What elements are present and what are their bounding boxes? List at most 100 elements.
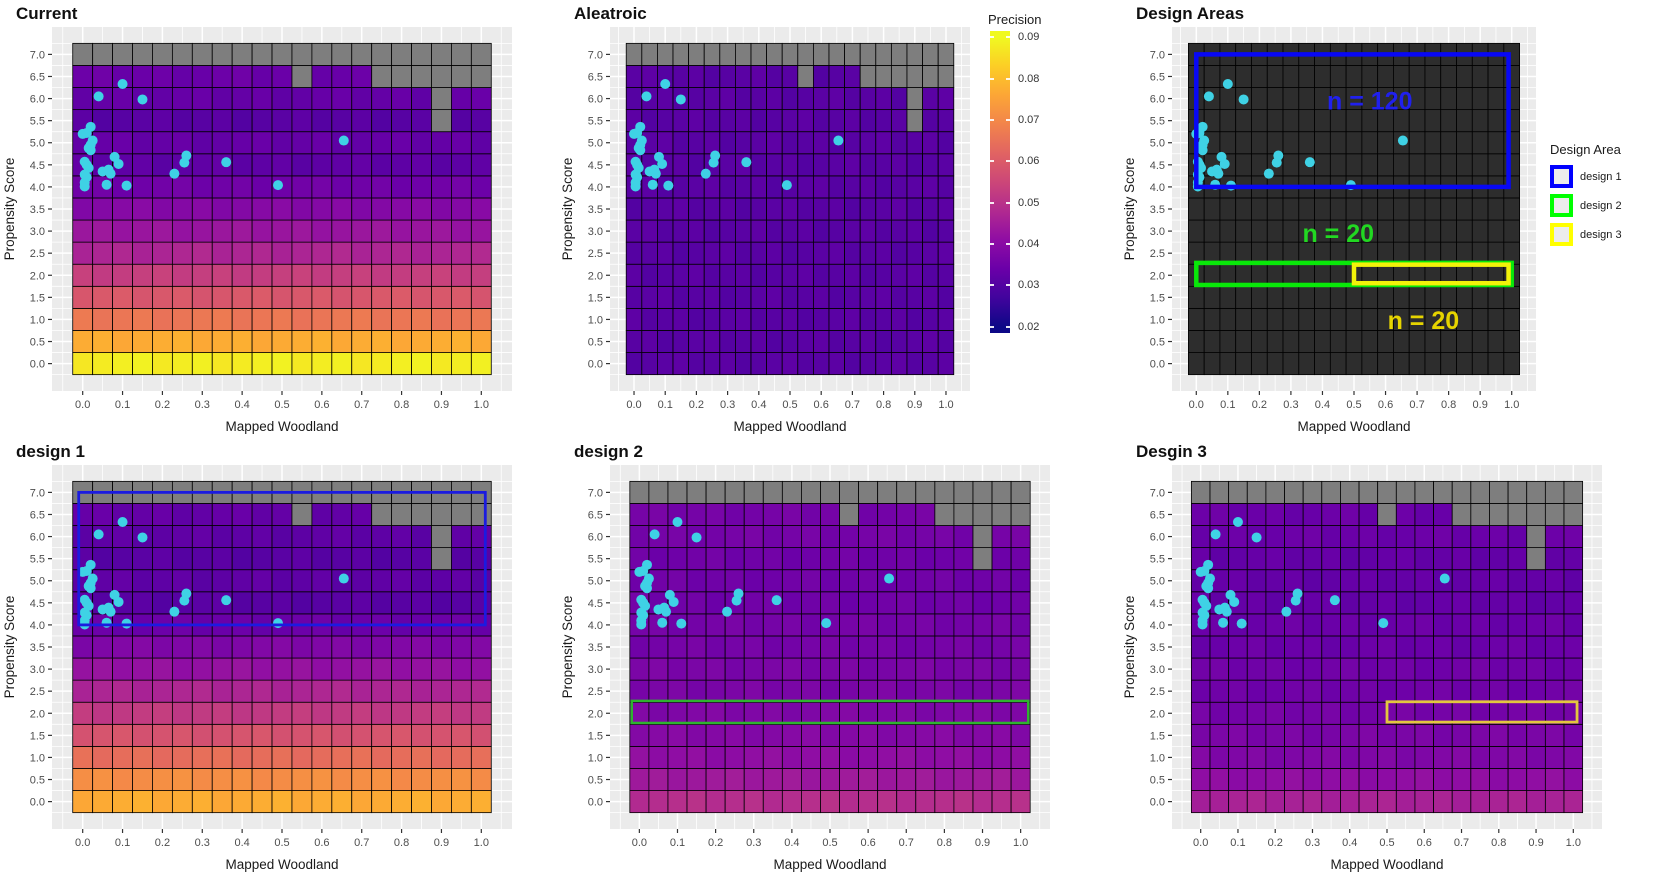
svg-text:0.4: 0.4 [234,399,249,411]
svg-text:6.5: 6.5 [30,509,45,521]
svg-text:7.0: 7.0 [588,49,603,61]
panel-design-2: design 2 0.0 0.1 0.2 0.3 0.4 0.5 0.6 0.7 0.8 0.9 1… [560,440,1060,877]
svg-text:2.0: 2.0 [30,708,45,720]
svg-text:2.5: 2.5 [588,686,603,698]
x-axis-title: Mapped Woodland [225,857,338,872]
panel-title-aleatroic: Aleatroic [574,4,647,23]
svg-text:0.7: 0.7 [354,837,369,849]
svg-text:0.5: 0.5 [274,837,289,849]
svg-text:1.0: 1.0 [1566,837,1581,849]
svg-text:0.0: 0.0 [588,359,603,371]
y-axis-title: Propensity Score [1122,596,1137,699]
svg-text:0.0: 0.0 [30,797,45,809]
svg-text:6.5: 6.5 [30,71,45,83]
svg-text:0.7: 0.7 [354,399,369,411]
svg-text:0.4: 0.4 [784,837,799,849]
svg-text:6.0: 6.0 [588,532,603,544]
svg-text:1.0: 1.0 [30,314,45,326]
design-3-key-swatch [1550,223,1573,246]
colorbar-tick-label: 0.06 [1018,155,1040,168]
svg-text:5.5: 5.5 [30,554,45,566]
svg-text:0.8: 0.8 [1441,399,1456,411]
svg-text:5.0: 5.0 [588,138,603,150]
svg-text:4.5: 4.5 [30,598,45,610]
svg-text:0.5: 0.5 [1346,399,1361,411]
svg-text:3.5: 3.5 [1150,642,1165,654]
design-area-rect [1351,262,1511,286]
svg-text:1.0: 1.0 [588,752,603,764]
svg-text:1.5: 1.5 [1150,730,1165,742]
svg-text:4.0: 4.0 [1150,182,1165,194]
svg-text:0.0: 0.0 [1150,797,1165,809]
svg-text:0.0: 0.0 [1189,399,1204,411]
svg-text:1.0: 1.0 [1013,837,1028,849]
svg-text:5.5: 5.5 [1150,116,1165,128]
svg-text:0.6: 0.6 [814,399,829,411]
svg-text:0.3: 0.3 [1305,837,1320,849]
colorbar-tick-label: 0.02 [1018,320,1040,333]
svg-text:1.0: 1.0 [1150,314,1165,326]
cell-design-areas: Design Areas n = 120 n = 20 n = 20 0.0 0.1 0.… [1122,2,1675,440]
svg-text:4.5: 4.5 [1150,160,1165,172]
cell-aleatroic: Aleatroic 0.0 0.1 0.2 0.3 0.4 0.5 0.6 0.7 0.8 0.9… [560,2,1122,440]
svg-text:0.3: 0.3 [746,837,761,849]
svg-text:4.5: 4.5 [588,598,603,610]
svg-text:0.5: 0.5 [274,399,289,411]
svg-text:0.7: 0.7 [1454,837,1469,849]
svg-text:2.5: 2.5 [30,686,45,698]
y-axis-title: Propensity Score [1122,158,1137,261]
svg-text:5.0: 5.0 [588,576,603,588]
svg-text:1.0: 1.0 [1150,752,1165,764]
svg-text:3.5: 3.5 [588,642,603,654]
svg-text:0.7: 0.7 [845,399,860,411]
svg-text:0.3: 0.3 [195,399,210,411]
colorbar-tick-label: 0.04 [1018,238,1040,251]
panel-aleatroic: Aleatroic 0.0 0.1 0.2 0.3 0.4 0.5 0.6 0.7 0.8 0.9… [560,2,980,439]
colorbar-title: Precision [988,12,1042,27]
svg-text:6.5: 6.5 [588,509,603,521]
svg-text:1.0: 1.0 [30,752,45,764]
svg-text:0.3: 0.3 [195,837,210,849]
svg-text:5.0: 5.0 [1150,576,1165,588]
colorbar-tick-label: 0.05 [1018,196,1040,209]
svg-text:0.0: 0.0 [1150,359,1165,371]
svg-text:0.5: 0.5 [588,775,603,787]
svg-text:0.2: 0.2 [1252,399,1267,411]
heatmap-tiles [625,42,955,376]
svg-text:0.0: 0.0 [30,359,45,371]
svg-text:1.0: 1.0 [588,314,603,326]
svg-text:0.9: 0.9 [1473,399,1488,411]
colorbar-tick-label: 0.08 [1018,72,1040,85]
axes: 0.0 0.1 0.2 0.3 0.4 0.5 0.6 0.7 0.8 0.9 1.0 0.0 0.5 1… [30,49,489,411]
svg-text:6.0: 6.0 [588,94,603,106]
svg-text:4.0: 4.0 [30,182,45,194]
scatter-points [634,516,895,630]
svg-text:7.0: 7.0 [30,49,45,61]
svg-text:7.0: 7.0 [1150,49,1165,61]
svg-text:0.4: 0.4 [751,399,766,411]
svg-text:2.5: 2.5 [1150,686,1165,698]
legend-item-design-1: design 1 [1550,165,1660,188]
svg-text:6.0: 6.0 [1150,532,1165,544]
svg-text:4.0: 4.0 [588,620,603,632]
heatmap-tiles [72,480,492,814]
svg-text:3.0: 3.0 [1150,664,1165,676]
svg-text:0.5: 0.5 [588,337,603,349]
svg-text:0.2: 0.2 [708,837,723,849]
panel-title-current: Current [16,4,78,23]
svg-text:0.2: 0.2 [155,399,170,411]
svg-text:3.5: 3.5 [30,204,45,216]
svg-text:3.0: 3.0 [588,664,603,676]
svg-text:6.0: 6.0 [30,94,45,106]
svg-text:3.5: 3.5 [588,204,603,216]
design-1-key-swatch [1550,165,1573,188]
x-axis-title: Mapped Woodland [733,419,846,434]
svg-text:0.0: 0.0 [632,837,647,849]
svg-text:1.5: 1.5 [30,292,45,304]
heatmap-tiles [72,42,492,376]
colorbar-gradient [990,31,1010,333]
svg-text:3.0: 3.0 [30,226,45,238]
svg-text:6.5: 6.5 [1150,71,1165,83]
plot-design-areas: n = 120 n = 20 n = 20 0.0 0.1 0.2 0.3 0.4 0.5 0.6… [1122,27,1536,434]
svg-text:0.6: 0.6 [1417,837,1432,849]
